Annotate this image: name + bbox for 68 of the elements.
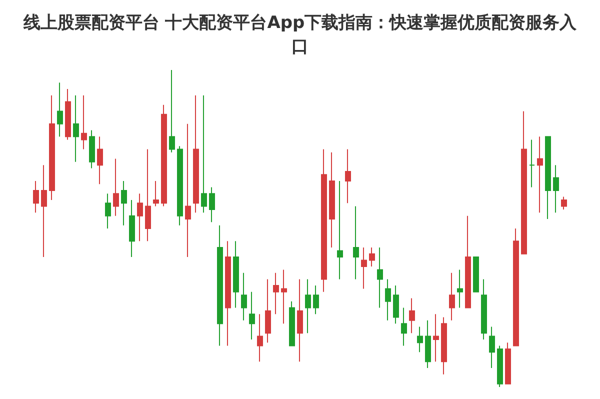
candlestick <box>489 326 495 368</box>
candlestick <box>209 186 215 223</box>
candlestick <box>473 256 479 292</box>
candlestick <box>217 224 223 346</box>
candlestick <box>289 300 295 346</box>
candlestick <box>105 193 111 229</box>
candlestick <box>561 196 567 210</box>
candlestick <box>89 130 95 169</box>
candlestick <box>249 291 255 340</box>
candlestick <box>273 272 279 315</box>
candlestick <box>545 136 551 220</box>
candlestick <box>481 278 487 340</box>
candlestick <box>113 158 119 216</box>
candlestick <box>49 94 55 200</box>
candlestick <box>241 272 247 321</box>
candlestick <box>97 136 103 185</box>
candlestick <box>321 148 327 292</box>
candlestick <box>449 272 455 321</box>
candlestick <box>505 342 511 384</box>
candlestick <box>385 278 391 321</box>
candlestick <box>521 110 527 254</box>
candlestick <box>153 180 159 207</box>
candlestick <box>177 146 183 226</box>
candlestick <box>225 240 231 346</box>
candlestick <box>193 94 199 214</box>
candlestick <box>537 136 543 214</box>
candlestick <box>457 269 463 308</box>
candlestick <box>529 139 535 188</box>
candlestick <box>137 193 143 242</box>
candlestick <box>369 247 375 268</box>
candlestick <box>145 148 151 242</box>
candlestick <box>65 88 71 140</box>
candlestick <box>57 82 63 138</box>
candlestick <box>161 104 167 207</box>
candlestick <box>33 180 39 214</box>
candlestick <box>297 278 303 362</box>
candlestick <box>361 247 367 290</box>
chart-title: 线上股票配资平台 十大配资平台App下载指南：快速掌握优质配资服务入口 <box>22 13 578 57</box>
candlestick <box>129 199 135 258</box>
candlestick <box>393 285 399 324</box>
candlestick <box>465 215 471 308</box>
candlestick <box>401 307 407 346</box>
candlestick <box>377 247 383 308</box>
candlestick <box>345 148 351 204</box>
candlestick <box>417 326 423 353</box>
candlestick <box>41 164 47 258</box>
candlestick <box>233 240 239 308</box>
candlestick <box>73 94 79 162</box>
candlestick <box>337 180 343 280</box>
candlestick <box>281 269 287 324</box>
candlestick <box>169 70 175 153</box>
candlestick <box>425 320 431 368</box>
candlestick <box>441 316 447 375</box>
candlestick <box>513 228 519 346</box>
candlestick <box>433 314 439 362</box>
candlestick <box>313 285 319 315</box>
candlestick <box>185 123 191 258</box>
candlestick <box>201 94 207 214</box>
candlestick <box>305 278 311 334</box>
candlestick <box>257 314 263 362</box>
candlestick <box>497 345 503 388</box>
candlestick <box>353 206 359 280</box>
candlestick <box>81 94 87 150</box>
candlestick <box>265 278 271 344</box>
candlestick <box>121 180 127 226</box>
candlestick <box>409 298 415 334</box>
candlestick <box>553 164 559 214</box>
candlestick <box>329 152 335 248</box>
